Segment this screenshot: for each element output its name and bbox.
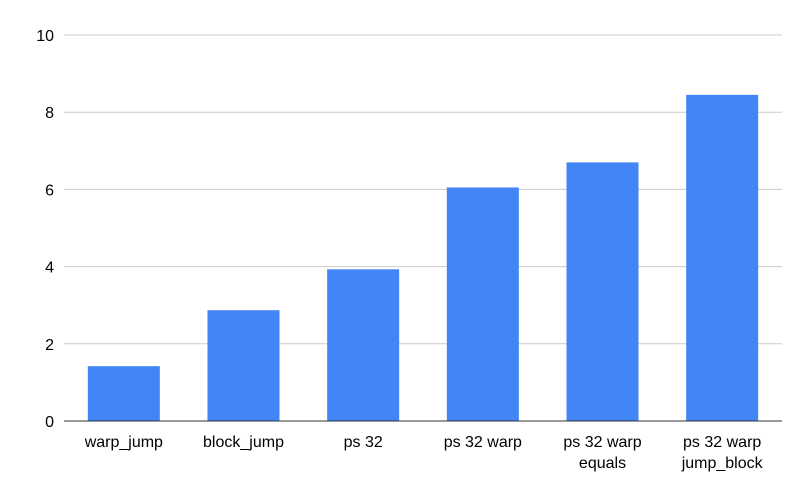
bar	[446, 187, 519, 421]
bar	[207, 310, 280, 421]
x-tick-label: block_jump	[203, 434, 284, 451]
x-tick-labels: warp_jump block_jump ps 32 ps 32 warp ps 32 …	[84, 434, 764, 472]
x-tick-label: ps 32 warp	[444, 434, 522, 451]
x-tick-label: ps 32 warp equals	[563, 434, 641, 472]
x-tick-label: warp_jump	[84, 434, 163, 451]
y-tick-labels: 0 2 4 6 8 10	[36, 28, 54, 431]
gridlines	[64, 34, 782, 345]
bar	[566, 162, 639, 421]
bars	[87, 94, 759, 421]
bar	[686, 94, 759, 421]
y-tick-label: 10	[36, 28, 54, 45]
bar	[87, 366, 160, 421]
y-tick-label: 6	[45, 182, 54, 199]
y-tick-label: 8	[45, 105, 54, 122]
bar	[327, 269, 400, 421]
y-tick-label: 4	[45, 260, 54, 277]
x-tick-label: ps 32 warp jump_block	[681, 434, 764, 472]
x-tick-label: ps 32	[344, 434, 383, 451]
y-tick-label: 2	[45, 337, 54, 354]
y-tick-label: 0	[45, 414, 54, 431]
